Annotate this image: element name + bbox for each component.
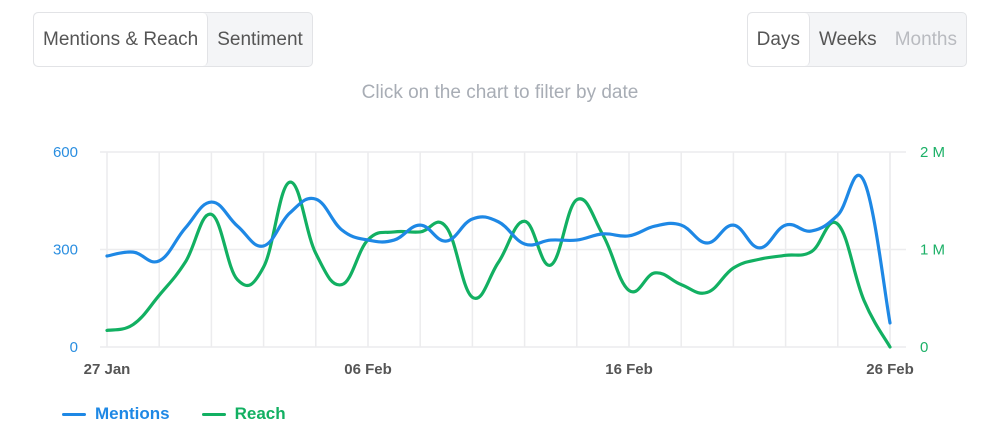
mentions-line[interactable] [105,173,892,325]
tab-mentions-reach[interactable]: Mentions & Reach [34,13,209,66]
mentions-line-icon [62,412,86,416]
metric-tab-group: Mentions & Reach Sentiment [33,12,313,67]
chart-hint: Click on the chart to filter by date [361,82,639,103]
chart-legend: Mentions Reach [62,404,286,424]
legend-label-reach: Reach [234,404,286,423]
period-months-button: Months [894,28,957,50]
legend-item-reach[interactable]: Reach [201,404,286,424]
reach-line[interactable] [105,180,892,349]
period-weeks-button[interactable]: Weeks [818,28,877,50]
period-toggle-group: Days Weeks Months [746,12,967,67]
y-axis-right-tick: 1 M [920,242,945,259]
y-axis-right-tick: 0 [920,339,928,356]
x-axis-tick: 16 Feb [605,361,653,378]
legend-item-mentions[interactable]: Mentions [62,404,170,424]
legend-label-mentions: Mentions [95,404,170,423]
y-axis-left-tick: 600 [53,144,78,161]
y-axis-right-tick: 2 M [920,144,945,161]
y-axis-left-tick: 0 [70,339,78,356]
x-axis-tick: 26 Feb [866,361,914,378]
mentions-reach-chart[interactable]: 0 300 600 0 1 M 2 M 27 Jan 06 Feb 16 Feb 26 Feb [0,130,1000,390]
y-axis-left-tick: 300 [53,242,78,259]
period-days-button[interactable]: Days [747,13,810,66]
reach-line-icon [201,412,226,416]
tab-sentiment[interactable]: Sentiment [217,28,303,50]
x-axis-tick: 06 Feb [344,361,392,378]
x-axis-tick: 27 Jan [84,361,131,378]
